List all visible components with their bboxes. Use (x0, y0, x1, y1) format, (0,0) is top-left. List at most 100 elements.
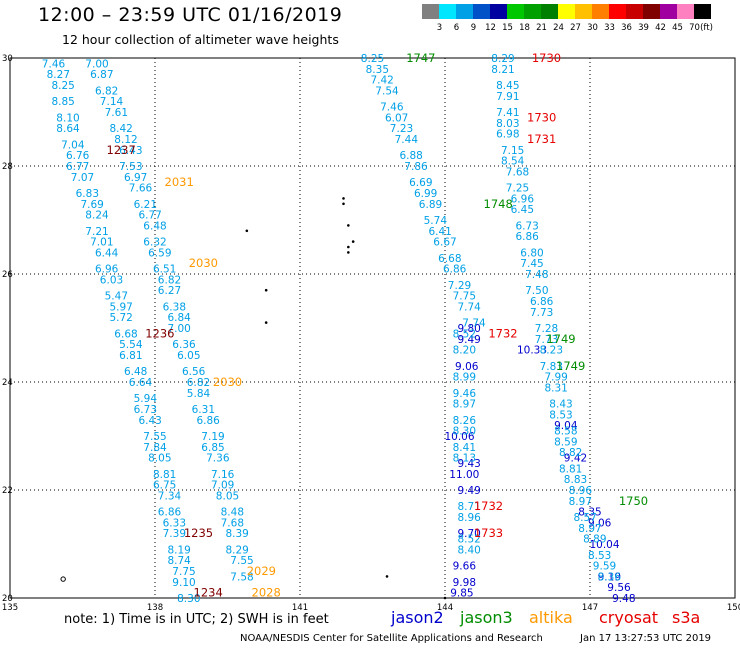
data-label: 2030 (213, 375, 242, 389)
data-label: 8.10 (56, 112, 79, 124)
data-label: 7.01 (90, 237, 113, 249)
colorbar-swatch (490, 4, 507, 19)
island-mark (347, 224, 350, 227)
data-label: 6.88 (399, 150, 422, 162)
legend-cryosat: cryosat (599, 608, 659, 627)
legend-jason3: jason3 (460, 608, 513, 627)
data-label: 6.64 (129, 377, 153, 389)
data-label: 6.67 (433, 237, 456, 249)
data-label: 8.97 (569, 496, 592, 508)
colorbar-swatch (524, 4, 541, 19)
colorbar-label: 33 (604, 23, 615, 33)
data-label: 8.03 (496, 118, 519, 130)
data-label: 6.32 (143, 237, 166, 249)
island-mark (342, 202, 345, 206)
data-label: 8.89 (583, 534, 606, 546)
data-label: 1732 (474, 499, 503, 513)
data-label: 7.19 (201, 431, 224, 443)
data-label: 8.81 (559, 463, 582, 475)
data-label: 8.36 (598, 571, 622, 583)
data-label: 6.48 (124, 366, 147, 378)
data-label: 6.99 (414, 188, 437, 200)
data-label: 8.43 (549, 399, 572, 411)
data-label: 2030 (189, 256, 218, 270)
data-label: 6.89 (419, 199, 442, 211)
data-label: 9.06 (455, 361, 479, 373)
data-label: 6.84 (167, 312, 191, 324)
data-label: 9.59 (593, 561, 616, 573)
x-tick-label: 144 (437, 603, 453, 613)
data-label: 9.56 (607, 582, 631, 594)
data-label: 9.10 (172, 577, 195, 589)
data-label: 7.14 (100, 96, 124, 108)
data-label: 6.96 (511, 193, 535, 205)
data-label: 5.94 (134, 393, 158, 405)
data-label: 6.43 (119, 145, 142, 157)
data-label: 8.20 (453, 345, 476, 357)
data-label: 7.58 (230, 571, 253, 583)
data-label: 7.41 (496, 107, 519, 119)
data-label: 8.99 (453, 372, 476, 384)
data-label: 8.05 (216, 490, 239, 502)
colorbar-swatch (609, 4, 626, 19)
data-label: 6.98 (496, 129, 519, 141)
data-label: 7.36 (206, 453, 230, 465)
data-label: 8.35 (578, 507, 601, 519)
data-label: 10.06 (444, 431, 474, 443)
data-label: 8.74 (167, 555, 191, 567)
data-label: 6.82 (95, 85, 118, 97)
data-label: 6.86 (443, 264, 467, 276)
data-label: 6.77 (138, 210, 161, 222)
data-label: 5.74 (424, 215, 448, 227)
data-label: 1749 (546, 332, 575, 346)
data-label: 7.74 (462, 318, 486, 330)
colorbar-label: 12 (485, 23, 496, 33)
data-label: 10.04 (589, 539, 619, 551)
data-label: 8.05 (148, 453, 171, 465)
colorbar-swatch (507, 4, 524, 19)
data-label: 1732 (488, 326, 517, 340)
data-label: 7.44 (395, 134, 419, 146)
colorbar-swatch (694, 4, 711, 19)
data-label: 11.00 (449, 469, 479, 481)
colorbar-swatch (456, 4, 473, 19)
data-label: 6.87 (90, 69, 113, 81)
data-label: 6.43 (138, 415, 161, 427)
data-label: 6.03 (100, 274, 123, 286)
colorbar-label: 39 (638, 23, 649, 33)
data-label: 8.40 (457, 544, 480, 556)
data-label: 9.19 (598, 571, 621, 583)
map-subtitle: 12 hour collection of altimeter wave hei… (62, 32, 339, 47)
data-label: 6.86 (530, 296, 554, 308)
island-mark (443, 596, 447, 600)
colorbar-label: 27 (570, 23, 581, 33)
data-label: 8.54 (501, 156, 525, 168)
data-label: 7.16 (211, 469, 235, 481)
x-tick-label: 141 (292, 603, 308, 613)
data-label: 6.69 (409, 177, 432, 189)
data-label: 1234 (194, 586, 223, 600)
data-label: 7.55 (143, 431, 166, 443)
data-label: 8.85 (51, 96, 74, 108)
data-label: 8.81 (153, 469, 176, 481)
data-label: 7.28 (535, 323, 558, 335)
data-label: 8.97 (453, 399, 476, 411)
data-label: 6.85 (201, 442, 224, 454)
data-label: 6.44 (95, 247, 119, 259)
data-label: 9.48 (612, 593, 635, 605)
data-label: 6.80 (520, 247, 543, 259)
colorbar-label: 45 (672, 23, 683, 33)
data-label: 6.45 (511, 204, 534, 216)
data-label: 9.46 (453, 388, 477, 400)
data-label: 7.91 (496, 91, 519, 103)
data-label: 5.47 (105, 291, 128, 303)
data-label: 6.82 (187, 377, 210, 389)
data-label: 6.21 (134, 199, 157, 211)
data-label: 9.70 (457, 528, 480, 540)
data-label: 7.75 (172, 566, 195, 578)
data-label: 8.57 (573, 512, 596, 524)
colorbar-label: 21 (536, 23, 547, 33)
colorbar-label: (ft) (700, 23, 713, 33)
data-label: 5.84 (187, 388, 211, 400)
data-label: 6.05 (177, 350, 200, 362)
